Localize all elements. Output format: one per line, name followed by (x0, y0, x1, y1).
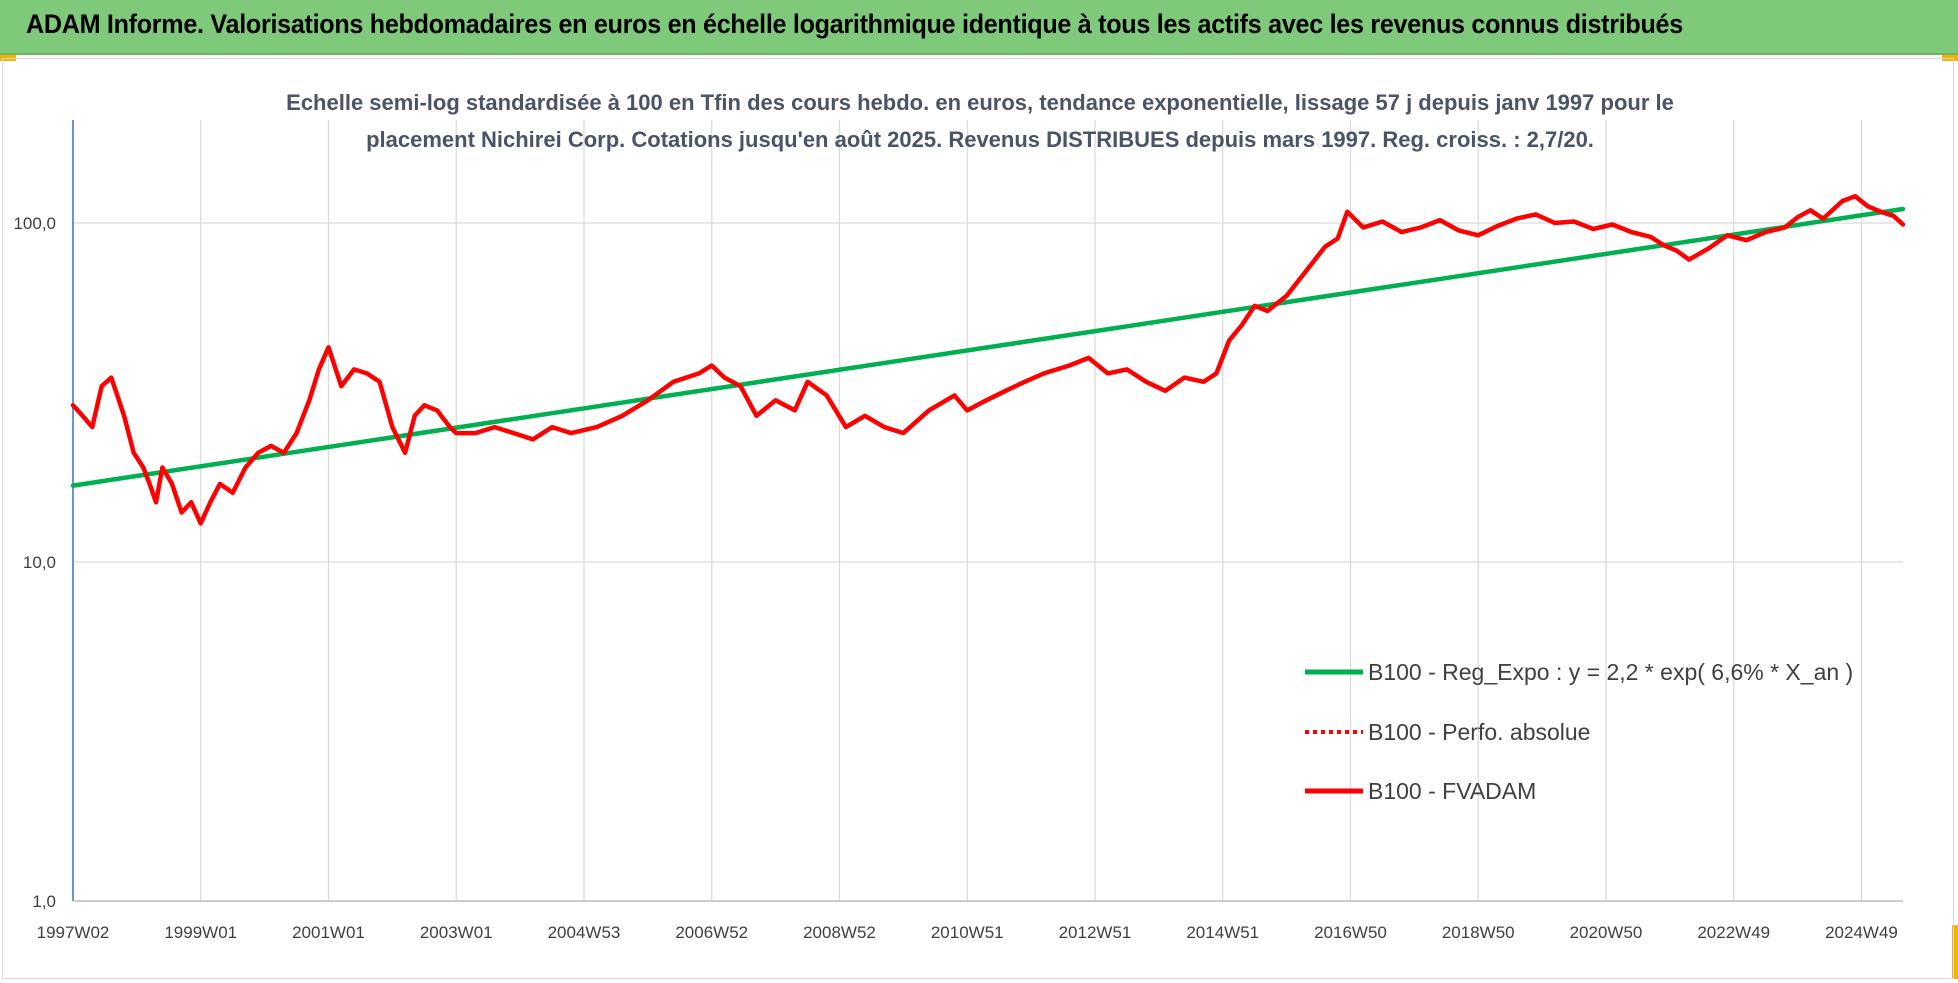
legend-label-0: B100 - Reg_Expo : y = 2,2 * exp( 6,6% * … (1368, 659, 1853, 685)
x-tick-label-10: 2016W50 (1314, 923, 1387, 942)
series-layer (70, 193, 1906, 526)
x-tick-label-7: 2010W51 (931, 923, 1004, 942)
x-tick-label-12: 2020W50 (1570, 923, 1643, 942)
x-tick-label-0: 1997W02 (37, 923, 110, 942)
x-tick-label-2: 2001W01 (292, 923, 365, 942)
y-tick-label-1: 10,0 (23, 553, 56, 572)
chart-title-line-1: Echelle semi-log standardisée à 100 en T… (286, 90, 1674, 115)
x-tick-label-5: 2006W52 (675, 923, 748, 942)
grid-layer (72, 120, 1903, 902)
x-tick-label-11: 2018W50 (1442, 923, 1515, 942)
legend-label-1: B100 - Perfo. absolue (1368, 719, 1590, 745)
title-banner: ADAM Informe. Valorisations hebdomadaire… (0, 0, 1958, 55)
x-tick-label-13: 2022W49 (1697, 923, 1770, 942)
chart-frame (2, 58, 1954, 979)
legend-label-2: B100 - FVADAM (1368, 778, 1536, 804)
y-tick-label-2: 100,0 (13, 214, 56, 233)
series-line-2 (70, 193, 1906, 526)
x-tick-label-3: 2003W01 (420, 923, 493, 942)
x-tick-label-1: 1999W01 (164, 923, 237, 942)
banner-title: ADAM Informe. Valorisations hebdomadaire… (26, 9, 1683, 39)
x-tick-label-9: 2014W51 (1186, 923, 1259, 942)
x-tick-label-14: 2024W49 (1825, 923, 1898, 942)
series-line-0 (70, 206, 1906, 488)
x-tick-label-8: 2012W51 (1059, 923, 1132, 942)
x-tick-label-6: 2008W52 (803, 923, 876, 942)
x-tick-label-4: 2004W53 (548, 923, 621, 942)
corner-marker-bottom-right (1952, 925, 1958, 979)
chart-title-line-2: placement Nichirei Corp. Cotations jusqu… (366, 127, 1594, 152)
y-tick-label-0: 1,0 (32, 892, 56, 911)
axis-layer: 1,0 10,0 100,0 1997W02 1999W01 2001W01 2003W01… (13, 120, 1903, 942)
legend: B100 - Reg_Expo : y = 2,2 * exp( 6,6% * … (1305, 659, 1853, 804)
